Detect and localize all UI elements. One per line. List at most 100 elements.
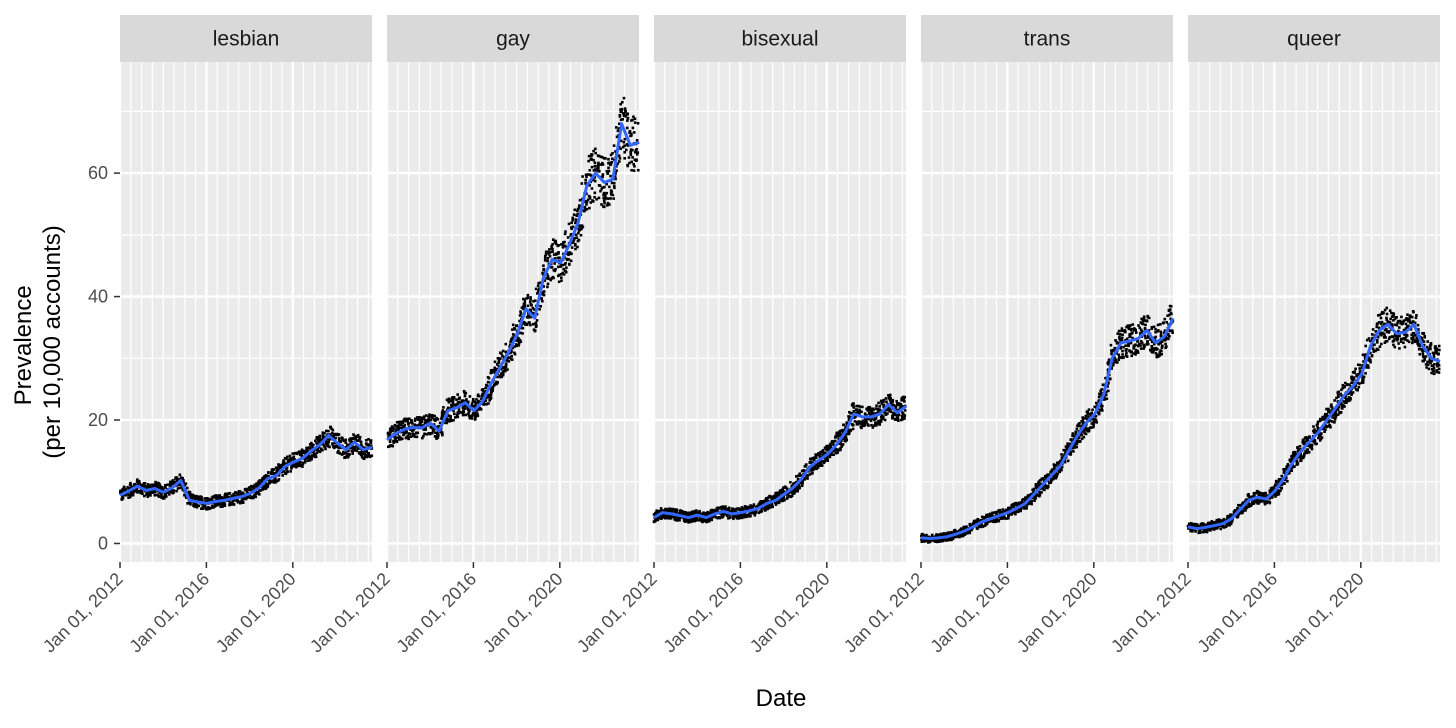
data-point — [482, 401, 486, 404]
data-point — [493, 360, 497, 364]
data-point — [495, 380, 498, 384]
data-point — [334, 444, 338, 448]
data-point — [128, 487, 131, 490]
data-point — [158, 486, 161, 490]
data-point — [1292, 451, 1295, 454]
data-point — [767, 496, 770, 499]
data-point — [342, 450, 345, 454]
data-point — [523, 305, 527, 308]
data-point — [732, 510, 735, 514]
data-point — [1046, 473, 1050, 476]
data-point — [153, 490, 157, 494]
data-point — [616, 162, 619, 166]
data-point — [723, 506, 727, 510]
data-point — [1282, 468, 1285, 471]
data-point — [137, 479, 141, 483]
data-point — [601, 173, 605, 177]
data-point — [1125, 337, 1129, 341]
data-point — [297, 464, 300, 468]
data-point — [505, 359, 509, 363]
data-point — [1052, 463, 1056, 466]
data-point — [588, 173, 592, 176]
data-point — [889, 401, 893, 405]
data-point — [812, 458, 816, 462]
data-point — [244, 497, 248, 501]
data-point — [1049, 481, 1052, 484]
data-point — [534, 287, 538, 291]
data-point — [172, 489, 176, 492]
data-point — [819, 464, 823, 467]
data-point — [884, 397, 888, 400]
data-point — [504, 350, 508, 354]
data-point — [861, 419, 865, 423]
data-point — [413, 423, 417, 427]
data-point — [1163, 317, 1167, 321]
data-point — [133, 483, 137, 486]
data-point — [980, 515, 984, 519]
data-point — [874, 417, 878, 420]
data-point — [370, 454, 374, 458]
data-point — [469, 414, 473, 418]
data-point — [577, 227, 581, 231]
data-point — [1131, 331, 1134, 335]
data-point — [849, 415, 852, 419]
data-point — [1090, 422, 1094, 425]
data-point — [632, 169, 636, 172]
data-point — [798, 486, 801, 490]
data-point — [365, 455, 369, 458]
data-point — [354, 436, 358, 440]
data-point — [957, 535, 960, 538]
data-point — [415, 435, 419, 439]
data-point — [583, 205, 587, 209]
data-point — [451, 401, 455, 404]
data-point — [1107, 363, 1110, 366]
data-point — [871, 426, 875, 429]
data-point — [471, 400, 475, 403]
data-point — [604, 196, 608, 200]
data-point — [1265, 501, 1268, 505]
data-point — [338, 451, 341, 455]
data-point — [959, 535, 963, 538]
data-point — [607, 166, 610, 170]
data-point — [299, 450, 302, 453]
data-point — [143, 494, 146, 498]
data-point — [1159, 340, 1162, 343]
data-point — [540, 296, 543, 300]
data-point — [436, 418, 440, 421]
data-point — [290, 464, 294, 467]
data-point — [473, 418, 477, 421]
data-point — [1152, 342, 1156, 346]
data-point — [947, 531, 951, 534]
data-point — [296, 451, 300, 455]
data-point — [351, 437, 354, 440]
data-point — [876, 421, 880, 425]
data-point — [347, 454, 350, 458]
data-point — [395, 425, 398, 428]
x-tick-label: Jan 01, 2016 — [659, 569, 747, 657]
data-point — [673, 511, 677, 515]
data-point — [652, 513, 656, 516]
data-point — [560, 279, 563, 282]
data-point — [392, 427, 396, 430]
data-point — [685, 519, 689, 523]
data-point — [455, 398, 458, 401]
data-point — [634, 150, 637, 154]
data-point — [631, 156, 634, 159]
data-point — [343, 455, 347, 459]
data-point — [1290, 466, 1294, 470]
data-point — [602, 199, 606, 203]
data-point — [983, 517, 987, 520]
data-point — [705, 517, 709, 521]
data-point — [252, 495, 256, 498]
data-point — [1050, 471, 1054, 474]
data-point — [326, 444, 330, 447]
data-point — [476, 414, 479, 417]
data-point — [397, 438, 401, 441]
data-point — [888, 393, 892, 397]
data-point — [1280, 486, 1283, 490]
data-point — [1283, 470, 1286, 474]
data-point — [308, 455, 312, 458]
data-point — [742, 515, 746, 519]
data-point — [1169, 329, 1172, 333]
data-point — [882, 403, 886, 407]
